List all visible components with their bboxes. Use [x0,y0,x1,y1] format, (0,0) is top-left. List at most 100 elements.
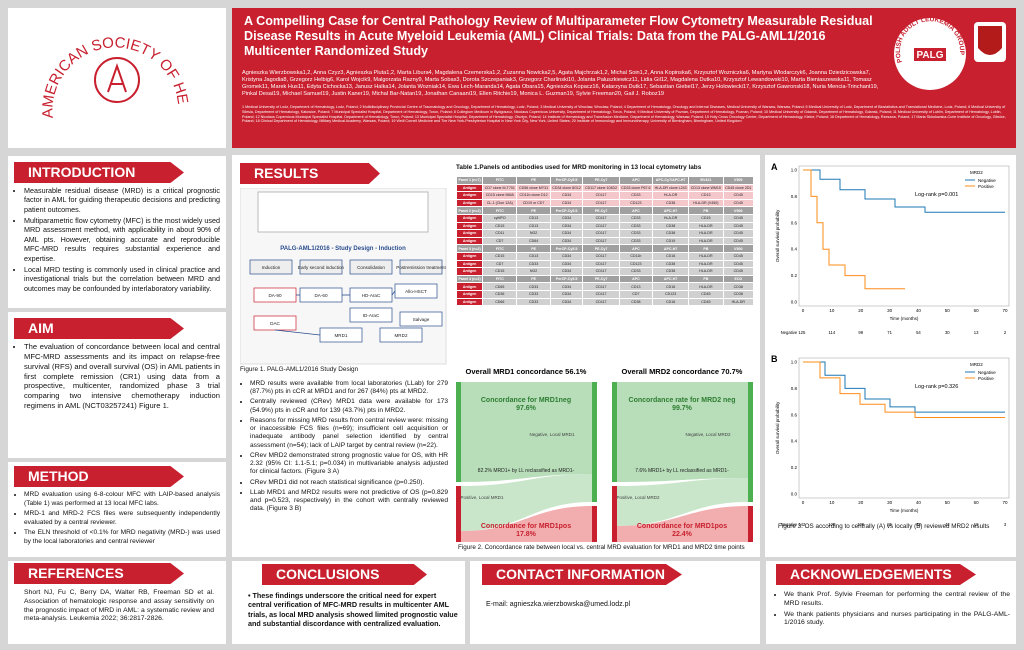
table-cell: CD19 or CD7 [516,198,551,208]
table-cell: APC [618,176,654,185]
table-row: Antigen CD15 CD13 CD34 CD117 CD33 CD38 HLA-DR CD… [455,221,755,231]
table-cell: CD33 clone P67.6 [618,183,654,193]
table-cell: CD117 [582,282,620,291]
table-cell: APC-H7 [652,244,690,253]
table-cell: CD16 [652,297,690,307]
table-cell: CD33 [516,289,551,299]
risk-count: 106 [857,522,865,527]
authors: Agnieszka Wierzbowska1,2, Anna Czyz3, Ag… [242,70,879,97]
table-row: Panel 3 (n=2) FITC PE PerCP-Cy5.5 PE-Cy7 APC A… [455,244,755,253]
table-row: Antigen CD15 CD13 CD34 CD117 CD11b CD16 HLA-DR C… [455,251,755,261]
label-line: 22.4% [672,531,693,538]
table-cell: CD45 [722,198,755,208]
logo-panel: AMERICAN SOCIETY OF HEMATOLOGY [2,0,226,148]
table-cell: CD64 [516,236,551,246]
diagram-label: ID-AraC [363,313,380,318]
risk-count: 54 [916,330,921,335]
table-cell: CD117 [582,267,620,276]
table-cell: HLA-DR [688,259,724,269]
table-row: Panel 2 (n=2) FITC PE PerCP-Cy5.5 PE-Cy7 APC A… [455,206,755,215]
y-tick-label: 0.6 [791,412,798,417]
table-cell: Panel 4 (n=2) [455,274,484,284]
x-tick-label: 60 [974,500,980,505]
node [748,382,753,502]
table-cell: CD33 [618,236,654,246]
bullet: CRev MRD2 demonstrated strong prognostic… [250,452,448,477]
table-cell: CD38 [652,221,690,231]
table-cell: HLA-DR (V450) [688,198,724,208]
table-cell: PE-Cy7 [582,176,620,185]
bullet: MRD results were available from local la… [250,380,448,396]
risk-count: 99 [858,330,863,335]
table-cell: CD34 [549,251,584,261]
table-cell: CD34 [549,191,584,200]
bullet: MRD evaluation using 6-8-colour MFC with… [24,491,220,508]
table-cell: CD56 clone MY31 [516,183,551,193]
table-cell: CD13 [516,251,551,261]
plot-area [798,357,1010,499]
table-cell: CD117 [582,289,620,299]
table-row: Antigen CD15 clone MMA CD11b clone D12 CD34… [455,191,755,200]
bullet: MRD-1 and MRD-2 FCS files were subsequen… [24,510,220,527]
method-text: MRD evaluation using 6-8-colour MFC with… [14,491,220,548]
table-cell: HLA-DR [688,236,724,246]
table-cell: PE-Cy7 [582,274,620,284]
table-cell: CD11b [618,251,654,261]
label-line: 17.8% [516,531,537,538]
table-cell: CD34 [549,236,584,246]
section-heading: INTRODUCTION [14,162,184,183]
table-cell: V500 [722,206,755,215]
survival-curve [803,169,905,290]
y-axis-label: Overall survival probability [775,401,780,454]
section-heading: CONTACT INFORMATION [482,564,682,585]
table-cell: PerCP-Cy5.5 [549,206,584,215]
table-row: Antigen cyMPO CD13 CD34 CD117 CD33 HLA-DR CD15 C… [455,213,755,223]
table-cell: CD15 [688,213,724,223]
table-row: Antigen CD11 NG2 CD34 CD117 CD33 CD38 HLA-DR CD4… [455,229,755,238]
diagram-box [299,259,343,275]
table-cell: CD36 [482,289,518,299]
table-cell: Antigen [455,236,484,246]
legend-label: Positive [978,184,994,189]
table-cell: NG2 [516,267,551,276]
y-axis-label: Overall survival probability [775,209,780,262]
logrank: Log-rank p=0.326 [915,384,958,390]
sankey-label: Concordance for MRD1pos 22.4% [637,523,727,538]
table-cell: CD65 [482,282,518,291]
bullet: Measurable residual disease (MRD) is a c… [24,186,220,214]
x-tick-label: 70 [1002,308,1008,313]
mini-table [257,191,429,233]
table-cell: CD117 [582,198,620,208]
y-tick-label: 0.2 [791,273,798,278]
sankey-label: Concordance rate for MRD2 neg 99.7% [629,397,736,412]
table-cell: CD13 [516,213,551,223]
table-cell: V500 [722,176,755,185]
table-cell: CD45 [722,251,755,261]
table-cell: CD66 [482,297,518,307]
sankey-label: 82.2% MRD1+ by LL reclassified as MRD1- [478,468,575,474]
label-line: 97.6% [516,405,537,412]
table-cell: HLA-DR [722,297,755,307]
table-row: Antigen CD7 CD33 CD34 CD117 CD123 CD38 HLA-DR CD… [455,259,755,269]
x-tick-label: 30 [887,308,893,313]
table-cell: Antigen [455,267,484,276]
diagram-label: Postremission treatment [396,265,446,270]
table-cell: APC-H7 [652,206,690,215]
table-cell: CD117 [582,259,620,269]
survival-curve [803,361,1005,418]
table-cell: CD15 [482,221,518,231]
x-tick-label: 70 [1002,500,1008,505]
legend-title: MRD2 [970,170,983,175]
contact-email: E-mail: agnieszka.wierzbowska@umed.lodz.… [486,601,631,608]
table-cell: CD34 [549,213,584,223]
legend-title: MRD2 [970,362,983,367]
y-tick-label: 0.6 [791,220,798,225]
x-axis-label: Time (months) [890,316,919,321]
table-cell: HLA-DR [652,191,690,200]
flow [461,474,592,531]
y-tick-label: 1.0 [791,168,798,173]
table-cell: CD13 [618,282,654,291]
table-row: Antigen CD65 CD33 CD34 CD117 CD13 CD16 HLA-DR CD… [455,282,755,291]
x-axis-label: Time (months) [890,508,919,513]
results-text: MRD results were available from local la… [240,380,448,516]
